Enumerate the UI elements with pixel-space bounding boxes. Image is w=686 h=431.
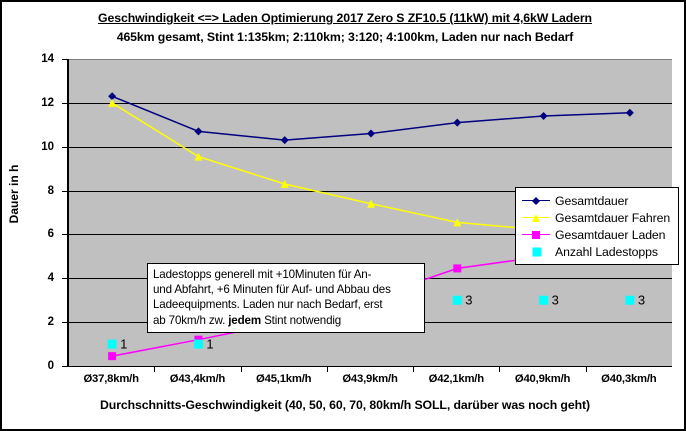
x-axis-line [67, 366, 672, 367]
stop-count-label: 1 [120, 336, 128, 352]
series-point [453, 218, 462, 227]
y-tick [62, 147, 68, 148]
x-tick-label: Ø43,4km/h [169, 373, 226, 385]
stop-count-label: 1 [206, 336, 214, 352]
y-tick [62, 103, 68, 104]
series-point [193, 339, 203, 349]
legend-marker-icon [521, 194, 551, 208]
y-tick-label: 8 [47, 184, 54, 197]
x-axis-title: Durchschnitts-Geschwindigkeit (40, 50, 6… [100, 398, 590, 412]
series-point [280, 179, 289, 188]
series-point [108, 98, 117, 107]
series-point [452, 295, 462, 305]
series-point [194, 152, 203, 161]
gridline [69, 234, 672, 235]
x-tick-label: Ø42,1km/h [428, 373, 485, 385]
y-tick-label: 10 [41, 140, 54, 153]
y-tick [62, 322, 68, 323]
y-tick [62, 59, 68, 60]
legend-label: Anzahl Ladestopps [555, 244, 658, 259]
y-tick [62, 191, 68, 192]
legend-marker-icon [521, 245, 551, 259]
legend-item[interactable]: Anzahl Ladestopps [521, 243, 670, 260]
x-tick-label: Ø40,3km/h [601, 373, 657, 385]
series-point [194, 127, 203, 136]
gridline [69, 147, 672, 148]
x-tick-label: Ø40,9km/h [514, 373, 571, 385]
y-tick [62, 366, 68, 367]
series-point [453, 264, 462, 273]
legend-marker-glyph [532, 247, 542, 256]
series-point [367, 129, 375, 138]
annotation-line-4-post: Stint notwendig [261, 313, 342, 327]
plot-top-edge [69, 59, 672, 60]
series-point [539, 112, 548, 121]
y-tick-label: 4 [47, 272, 54, 285]
y-axis-line [67, 59, 68, 367]
gridline [69, 103, 672, 104]
legend-label: Gesamtdauer Laden [555, 227, 666, 242]
annotation-line-4-bold: jedem [228, 313, 261, 327]
series-point [367, 199, 375, 208]
y-tick-label: 2 [47, 316, 54, 329]
legend-marker-glyph [532, 230, 540, 239]
annotation-line-1: Ladestopps generell mit +10Minuten für A… [153, 268, 372, 281]
legend-marker-glyph [532, 196, 540, 205]
series-point [625, 295, 635, 305]
x-tick [241, 367, 242, 372]
x-tick [327, 367, 328, 372]
annotation-line-3: Ladeequipments. Laden nur nach Bedarf, e… [153, 298, 383, 312]
x-tick [499, 367, 500, 372]
x-tick-label: Ø43,9km/h [342, 373, 398, 385]
legend-label: Gesamtdauer Fahren [555, 210, 671, 225]
series-point [280, 136, 289, 145]
y-tick-label: 0 [47, 360, 54, 372]
x-tick [154, 367, 155, 372]
legend-marker-icon [521, 211, 551, 225]
annotation-line-2: und Abfahrt, +6 Minuten für Auf- und Abb… [153, 283, 391, 297]
y-tick [62, 234, 68, 235]
legend-item[interactable]: Gesamtdauer Laden [521, 226, 670, 243]
series-point [108, 92, 117, 101]
series-point [539, 295, 549, 305]
legend: Gesamtdauer Gesamtdauer Fahren Gesamtdauer… [515, 187, 680, 265]
x-tick-label: Ø37,8km/h [83, 373, 139, 385]
series-point [108, 352, 117, 361]
legend-marker-glyph [532, 213, 540, 222]
y-tick-label: 14 [41, 53, 54, 65]
annotation-textbox: Ladestopps generell mit +10Minuten für A… [147, 263, 425, 333]
stop-count-label: 3 [551, 292, 559, 308]
x-tick [586, 367, 587, 372]
gridline [69, 191, 672, 192]
legend-marker-icon [521, 228, 551, 242]
x-tick-label: Ø45,1km/h [256, 373, 312, 385]
plot-area: 1123333 Ladestopps generell mit +10Minut… [68, 59, 680, 366]
annotation-line-4-pre: ab 70km/h zw. [153, 313, 229, 327]
stop-count-label: 3 [465, 292, 473, 308]
series-point [453, 118, 462, 127]
chart-subtitle: 465km gesamt, Stint 1:135km; 2:110km; 3:… [116, 30, 574, 44]
y-tick [62, 278, 68, 279]
y-tick-label: 6 [47, 228, 54, 241]
y-tick-label: 12 [41, 96, 54, 109]
x-tick [413, 367, 414, 372]
stop-count-label: 3 [637, 292, 646, 308]
series-point [625, 108, 634, 117]
legend-item[interactable]: Gesamtdauer [521, 192, 670, 209]
chart-title: Geschwindigkeit <=> Laden Optimierung 20… [98, 11, 592, 25]
legend-item[interactable]: Gesamtdauer Fahren [521, 209, 670, 226]
series-point [107, 339, 117, 349]
legend-label: Gesamtdauer [555, 193, 629, 208]
